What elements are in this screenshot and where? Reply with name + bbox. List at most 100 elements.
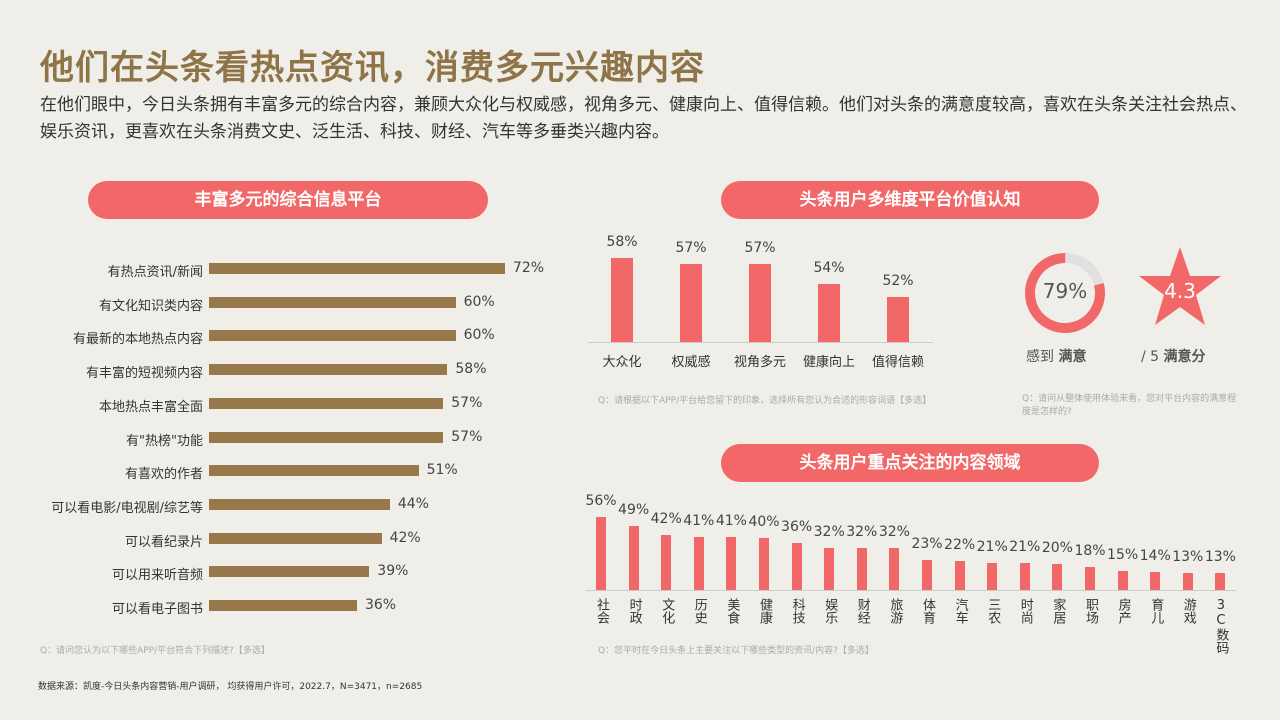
bar — [749, 264, 771, 342]
value-label: 21% — [1009, 538, 1041, 555]
score-bold: 满意分 — [1163, 349, 1206, 365]
bar — [1019, 562, 1030, 590]
category-label: 有喜欢的作者 — [124, 467, 203, 483]
category-label: 有最新的本地热点内容 — [72, 332, 203, 348]
category-label: 房产 — [1115, 598, 1131, 624]
value-label: 13% — [1172, 549, 1204, 566]
value-label: 57% — [675, 240, 707, 256]
bar — [1182, 573, 1193, 590]
value-axis — [588, 342, 933, 343]
satisfaction-score: 4.3 — [1164, 279, 1196, 303]
score-label: / 5 满意分 — [1141, 346, 1206, 366]
bar — [1085, 566, 1095, 590]
page-subtitle: 在他们眼中，今日头条拥有丰富多元的综合内容，兼顾大众化与权威感，视角多元、健康向… — [40, 95, 1247, 142]
label-bold: 满意 — [1058, 349, 1087, 365]
category-label: 游戏 — [1180, 598, 1196, 624]
value-label: 13% — [1204, 549, 1236, 566]
bar — [887, 296, 909, 342]
category-label: 有"热榜"功能 — [126, 433, 203, 449]
bar — [1052, 564, 1063, 590]
content-chart-title: 头条用户重点关注的内容领域 — [721, 444, 1099, 482]
category-label: 有丰富的短视频内容 — [85, 366, 203, 382]
bar — [209, 330, 456, 342]
bar — [922, 560, 932, 590]
category-label: 科技 — [789, 598, 805, 624]
bar — [209, 431, 444, 443]
bar — [693, 536, 704, 590]
bar — [628, 526, 639, 590]
value-label: 40% — [748, 514, 780, 530]
category-label: 财经 — [854, 598, 870, 624]
value-label: 15% — [1107, 546, 1139, 563]
category-label: 旅游 — [887, 598, 903, 624]
category-label: 时政 — [626, 598, 642, 624]
category-label: 历史 — [691, 598, 707, 624]
value-label: 60% — [463, 327, 495, 344]
bar — [759, 538, 769, 590]
bar — [1215, 573, 1226, 590]
value-label: 21% — [976, 538, 1008, 555]
category-label: 本地热点丰富全面 — [98, 399, 203, 415]
satisfaction-donut — [1025, 253, 1105, 333]
bar — [791, 543, 802, 590]
value-label: 42% — [389, 529, 421, 546]
value-note: Q：请根据以下APP/平台给您留下的印象，选择所有您认为合适的形容词语【多选】 — [598, 396, 932, 406]
bar — [209, 364, 448, 376]
bar — [987, 562, 998, 590]
bar — [209, 532, 382, 544]
value-label: 18% — [1074, 542, 1106, 559]
category-label: 职场 — [1083, 598, 1098, 624]
bar — [209, 566, 370, 578]
left-chart-title: 丰富多元的综合信息平台 — [88, 181, 488, 219]
content-axis — [586, 590, 1236, 591]
value-label: 56% — [585, 493, 617, 510]
category-label: 健康 — [757, 598, 772, 624]
star-icon — [1139, 247, 1221, 325]
category-label: 汽车 — [952, 598, 968, 624]
value-label: 58% — [455, 361, 487, 378]
bar — [209, 465, 419, 477]
value-label: 22% — [944, 537, 976, 554]
category-label: 三农 — [985, 598, 1001, 624]
bar — [680, 264, 702, 342]
bar — [726, 536, 737, 590]
value-label: 57% — [744, 240, 776, 256]
source-note: 数据来源：凯度-今日头条内容营销-用户调研， 均获得用户许可，2022.7，N=… — [38, 682, 423, 692]
value-label: 23% — [911, 536, 943, 553]
category-label: 可以看纪录片 — [124, 534, 203, 550]
value-label: 32% — [878, 524, 910, 541]
bar — [818, 283, 840, 342]
category-label: 文化 — [659, 598, 675, 624]
category-label: 有热点资讯/新闻 — [107, 265, 203, 280]
bar — [856, 548, 867, 590]
category-label: 社会 — [594, 598, 609, 624]
bar — [1117, 570, 1128, 590]
bar — [611, 257, 633, 342]
bar — [824, 548, 835, 590]
category-label: 值得信赖 — [871, 355, 924, 370]
category-label: 可以看电子图书 — [111, 602, 203, 617]
left-note: Q：请问您认为以下哪些APP/平台符合下列描述?【多选】 — [40, 646, 270, 656]
page-title: 他们在头条看热点资讯，消费多元兴趣内容 — [40, 48, 705, 88]
bar — [661, 535, 672, 590]
value-label: 51% — [426, 462, 458, 479]
satisfaction-note: Q：请问从整体使用体验来看，您对平台内容的满意程度是怎样的? — [1022, 394, 1237, 417]
bar — [209, 600, 357, 611]
category-label: 可以用来听音频 — [111, 568, 203, 584]
value-label: 54% — [813, 259, 845, 276]
bar — [209, 397, 444, 409]
category-label: 家居 — [1050, 598, 1066, 624]
category-label: 可以看电影/电视剧/综艺等 — [51, 500, 203, 516]
bar — [1150, 571, 1161, 590]
category-label: 视角多元 — [733, 355, 786, 370]
category-label: 有文化知识类内容 — [98, 298, 203, 314]
value-label: 44% — [397, 495, 429, 512]
value-label: 39% — [377, 563, 409, 580]
value-label: 20% — [1041, 540, 1073, 556]
value-chart-title: 头条用户多维度平台价值认知 — [721, 181, 1099, 219]
value-label: 72% — [512, 260, 545, 276]
category-label: 娱乐 — [822, 598, 838, 624]
value-label: 52% — [882, 272, 914, 289]
satisfaction-label: 感到 满意 — [1026, 346, 1086, 366]
category-label: 育儿 — [1148, 598, 1164, 624]
